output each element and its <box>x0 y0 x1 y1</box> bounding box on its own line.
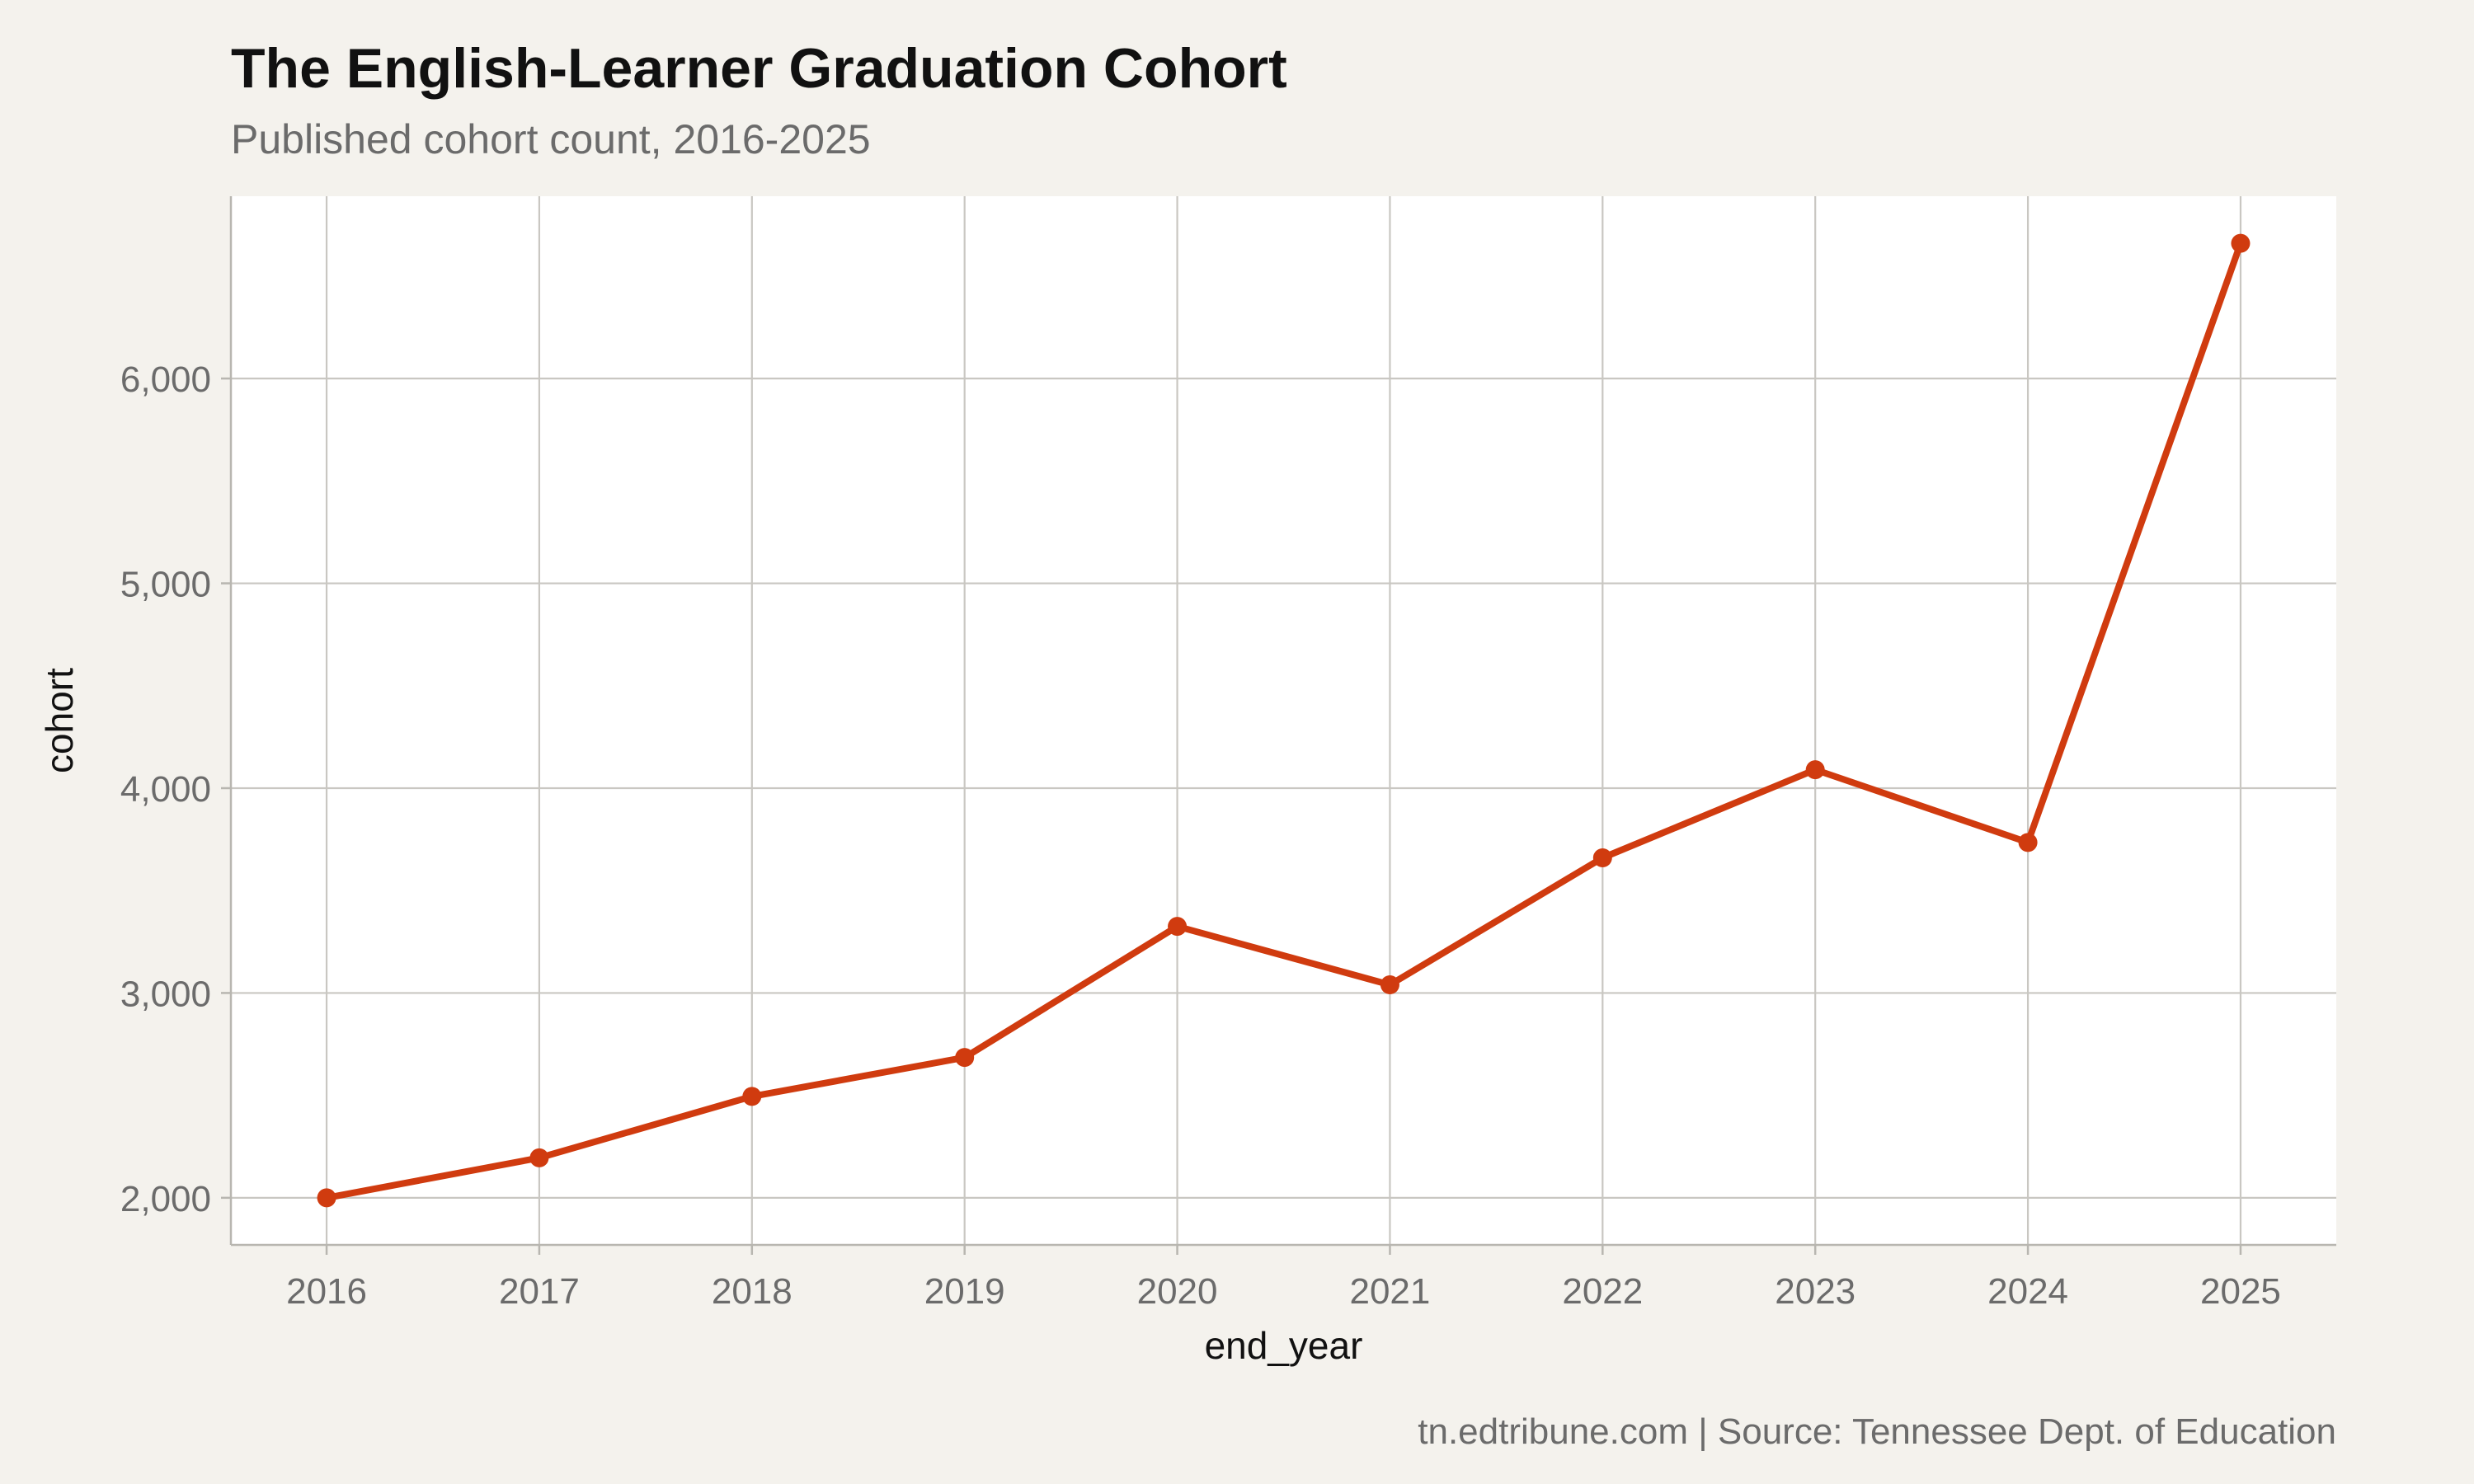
y-axis-title: cohort <box>38 668 81 773</box>
data-point <box>2231 233 2251 253</box>
y-tick-label: 4,000 <box>120 769 211 810</box>
chart-caption: tn.edtribune.com | Source: Tennessee Dep… <box>1418 1411 2336 1452</box>
data-point <box>742 1087 762 1106</box>
y-tick-label: 3,000 <box>120 974 211 1014</box>
x-tick-label: 2024 <box>1987 1271 2068 1312</box>
data-point <box>1380 974 1399 994</box>
x-tick-label: 2016 <box>286 1271 367 1312</box>
series-line <box>323 240 2244 1201</box>
y-tick-label: 6,000 <box>120 359 211 400</box>
x-tick-label: 2021 <box>1349 1271 1430 1312</box>
y-gridlines <box>231 378 2336 1199</box>
axes <box>221 196 2336 1255</box>
y-tick-labels: 2,000 3,000 4,000 5,000 6,000 <box>120 359 211 1219</box>
data-point <box>1592 848 1612 867</box>
x-axis-title: end_year <box>1205 1324 1363 1367</box>
data-point <box>529 1148 549 1167</box>
data-point <box>317 1188 336 1208</box>
data-point <box>1168 917 1188 937</box>
x-tick-label: 2017 <box>499 1271 580 1312</box>
data-point <box>1805 760 1825 780</box>
chart-subtitle: Published cohort count, 2016-2025 <box>231 116 871 162</box>
y-tick-label: 5,000 <box>120 565 211 605</box>
x-tick-label: 2023 <box>1775 1271 1856 1312</box>
x-tick-label: 2018 <box>712 1271 793 1312</box>
x-tick-label: 2019 <box>924 1271 1005 1312</box>
data-series <box>317 233 2251 1208</box>
data-point <box>2018 833 2038 852</box>
x-tick-label: 2025 <box>2200 1271 2281 1312</box>
y-tick-label: 2,000 <box>120 1179 211 1219</box>
x-tick-label: 2020 <box>1137 1271 1218 1312</box>
x-gridlines <box>325 196 2242 1245</box>
plot-panel <box>231 196 2336 1245</box>
x-tick-label: 2022 <box>1562 1271 1643 1312</box>
data-point <box>955 1048 975 1068</box>
x-tick-labels: 2016 2017 2018 2019 2020 2021 2022 2023 2024 2025 <box>286 1271 2281 1312</box>
chart-title: The English-Learner Graduation Cohort <box>231 37 1287 100</box>
